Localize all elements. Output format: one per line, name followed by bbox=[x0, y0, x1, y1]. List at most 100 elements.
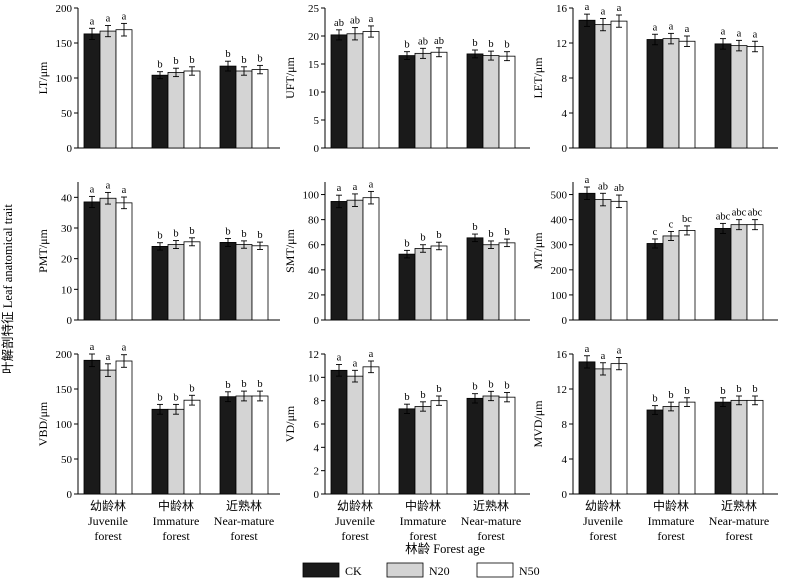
category-label-en: Juvenile bbox=[335, 514, 375, 528]
significance-letter: a bbox=[669, 21, 674, 32]
significance-letter: b bbox=[736, 384, 741, 395]
significance-letter: a bbox=[353, 358, 358, 369]
significance-letter: a bbox=[585, 175, 590, 186]
y-axis-title: SMT/μm bbox=[283, 228, 297, 272]
significance-letter: a bbox=[721, 27, 726, 38]
y-axis-title: MVD/μm bbox=[531, 400, 545, 448]
bar-n20 bbox=[414, 406, 432, 495]
bar-n50 bbox=[610, 20, 628, 149]
bar-n20 bbox=[99, 197, 117, 321]
significance-letter: b bbox=[488, 229, 493, 240]
bar-n20 bbox=[662, 38, 680, 149]
bar-n20 bbox=[235, 70, 253, 149]
significance-letter: b bbox=[436, 230, 441, 241]
y-tick-label: 40 bbox=[308, 265, 320, 277]
category-label-forest: forest bbox=[477, 529, 505, 543]
bar-n20 bbox=[730, 399, 748, 495]
y-tick-label: 20 bbox=[308, 31, 320, 43]
bar-ck bbox=[219, 65, 237, 149]
bar-ck bbox=[466, 53, 484, 149]
bar-n20 bbox=[662, 235, 680, 321]
y-tick-label: 200 bbox=[551, 265, 568, 277]
bar-n20 bbox=[482, 55, 500, 149]
significance-letter: a bbox=[106, 352, 111, 363]
significance-letter: a bbox=[106, 180, 111, 191]
bar-n20 bbox=[662, 406, 680, 495]
bar-ck bbox=[646, 243, 664, 321]
bar-n20 bbox=[594, 368, 612, 495]
bar-n50 bbox=[746, 46, 764, 149]
category-label-cn: 幼龄林 bbox=[337, 499, 373, 513]
bar-n20 bbox=[99, 30, 117, 149]
bar-n50 bbox=[610, 200, 628, 321]
bar-ck bbox=[330, 34, 348, 149]
significance-letter: b bbox=[241, 379, 246, 390]
significance-letter: b bbox=[189, 226, 194, 237]
bar-n50 bbox=[746, 399, 764, 495]
significance-letter: a bbox=[122, 11, 127, 22]
shared-y-axis-label: 叶解剖特征 Leaf anatomical trait bbox=[0, 204, 15, 374]
bar-ck bbox=[151, 74, 169, 149]
bar-n20 bbox=[167, 408, 185, 495]
bar-n20 bbox=[346, 199, 364, 321]
y-tick-label: 30 bbox=[61, 223, 73, 235]
y-tick-label: 10 bbox=[308, 372, 320, 384]
significance-letter: b bbox=[488, 379, 493, 390]
bar-ck bbox=[578, 192, 596, 321]
y-axis-title: MT/μm bbox=[531, 232, 545, 270]
bar-n50 bbox=[430, 245, 448, 321]
bar-n20 bbox=[482, 395, 500, 495]
category-label-forest: forest bbox=[230, 529, 258, 543]
bar-ck bbox=[714, 228, 732, 321]
y-tick-label: 50 bbox=[61, 454, 73, 466]
significance-letter: a bbox=[585, 344, 590, 355]
significance-letter: a bbox=[337, 183, 342, 194]
significance-letter: b bbox=[668, 390, 673, 401]
bar-n50 bbox=[610, 363, 628, 495]
category-label-cn: 中龄林 bbox=[158, 498, 194, 513]
y-tick-label: 8 bbox=[314, 396, 320, 408]
bar-ck bbox=[83, 201, 101, 321]
significance-letter: b bbox=[189, 55, 194, 66]
significance-letter: a bbox=[353, 182, 358, 193]
significance-letter: abc bbox=[732, 208, 747, 219]
legend-label-ck: CK bbox=[345, 564, 362, 578]
significance-letter: c bbox=[653, 227, 658, 238]
significance-letter: b bbox=[436, 384, 441, 395]
bar-ck bbox=[330, 201, 348, 321]
y-tick-label: 8 bbox=[562, 73, 568, 85]
bar-n50 bbox=[498, 396, 516, 495]
y-tick-label: 6 bbox=[314, 419, 320, 431]
y-tick-label: 4 bbox=[314, 442, 320, 454]
bar-n20 bbox=[235, 244, 253, 321]
legend: CK N20 N50 bbox=[302, 562, 540, 578]
significance-letter: b bbox=[720, 386, 725, 397]
significance-letter: a bbox=[753, 29, 758, 40]
bar-n20 bbox=[346, 375, 364, 495]
significance-letter: c bbox=[669, 219, 674, 230]
y-tick-label: 8 bbox=[562, 419, 568, 431]
bar-n50 bbox=[362, 31, 380, 149]
significance-letter: ab bbox=[614, 183, 624, 194]
y-tick-label: 100 bbox=[56, 419, 73, 431]
y-tick-label: 80 bbox=[308, 215, 320, 227]
significance-letter: b bbox=[225, 49, 230, 60]
bar-n50 bbox=[498, 242, 516, 321]
significance-letter: a bbox=[601, 351, 606, 362]
significance-letter: b bbox=[420, 390, 425, 401]
y-tick-label: 16 bbox=[556, 349, 568, 361]
significance-letter: a bbox=[90, 184, 95, 195]
category-label-en: Juvenile bbox=[583, 514, 623, 528]
y-tick-label: 100 bbox=[551, 290, 568, 302]
significance-letter: b bbox=[225, 380, 230, 391]
category-label-forest: forest bbox=[94, 529, 122, 543]
category-labels: 幼龄林Juvenileforest中龄林Immatureforest近熟林Nea… bbox=[88, 498, 769, 543]
y-tick-label: 5 bbox=[314, 115, 320, 127]
y-tick-label: 100 bbox=[56, 73, 73, 85]
y-tick-label: 150 bbox=[56, 38, 73, 50]
y-tick-label: 0 bbox=[562, 489, 568, 501]
y-tick-label: 0 bbox=[67, 315, 73, 327]
